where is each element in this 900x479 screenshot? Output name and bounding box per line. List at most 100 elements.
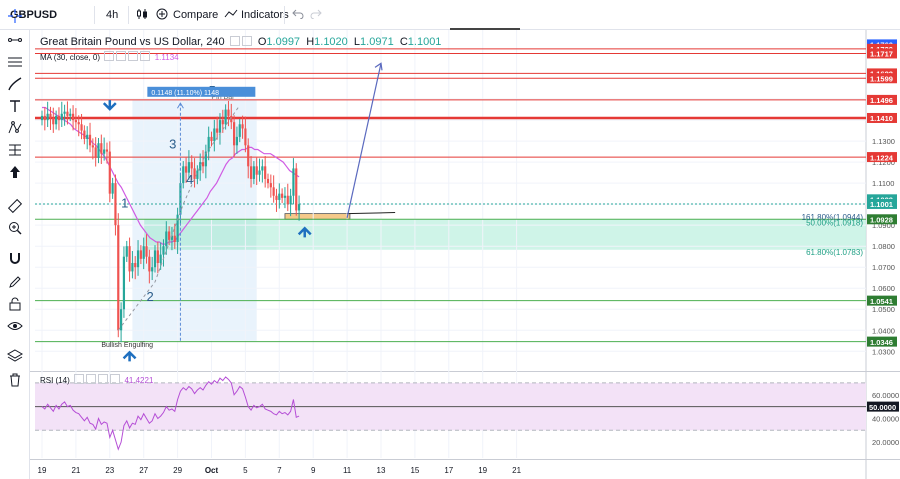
brush-icon[interactable] <box>7 76 23 92</box>
candle-body <box>207 136 210 152</box>
resistance-level-tag: 1.1599 <box>870 74 893 83</box>
candle-body <box>139 250 142 259</box>
open-value: 1.0997 <box>266 36 301 48</box>
legend-title: Great Britain Pound vs US Dollar, 240 <box>40 36 225 48</box>
candle-body <box>233 122 236 146</box>
undo-icon[interactable] <box>292 9 304 19</box>
zoom-icon[interactable] <box>7 220 23 236</box>
rsi-tick-label: 40.0000 <box>872 414 899 423</box>
compare-icon[interactable] <box>155 7 169 21</box>
compare-button[interactable]: Compare <box>173 9 219 21</box>
time-tick-label: 15 <box>410 466 419 475</box>
candle-body <box>261 166 264 171</box>
candles-icon[interactable] <box>136 8 148 20</box>
candle-body <box>168 231 171 240</box>
candle-body <box>295 168 298 211</box>
rsi-mid-tag-bg <box>867 401 899 412</box>
time-tick-label: 21 <box>71 466 80 475</box>
legend-eye-icon[interactable] <box>229 36 240 46</box>
text-icon[interactable] <box>7 98 23 114</box>
candle-body <box>100 143 103 154</box>
toolbar-divider <box>94 6 95 24</box>
time-tick-label: 11 <box>343 466 352 475</box>
candle-body <box>218 120 222 133</box>
price-tick-label: 1.0300 <box>872 347 895 356</box>
price-tick-label: 1.1100 <box>872 179 894 188</box>
symbol-label[interactable]: GBPUSD <box>10 9 58 21</box>
blue-up-arrow-icon <box>122 350 137 362</box>
rsi-settings-icon[interactable] <box>86 374 97 384</box>
prediction-icon[interactable] <box>7 142 23 158</box>
ma-label: MA (30, close, 0) <box>40 53 101 62</box>
price-tick-label: 1.0700 <box>872 263 895 272</box>
candle-body <box>269 183 272 188</box>
candle-body <box>193 168 196 179</box>
measure-label-bg <box>147 86 256 97</box>
time-tick-label: 17 <box>444 466 453 475</box>
price-level-tag: 1.1001 <box>870 200 893 209</box>
crosshair-icon[interactable] <box>7 8 23 24</box>
close-label: C <box>399 36 408 48</box>
candle-body <box>289 195 292 205</box>
time-tick-label: 9 <box>311 466 316 475</box>
candle-body <box>57 115 61 121</box>
candle-body <box>247 145 250 167</box>
rsi-more-icon[interactable] <box>110 374 121 384</box>
eye-icon[interactable] <box>7 318 23 334</box>
candle-body <box>182 166 185 184</box>
price-tick-label: 1.0900 <box>872 221 895 230</box>
ruler-icon[interactable] <box>7 198 23 214</box>
indicators-button[interactable]: Indicators <box>241 9 289 21</box>
redo-icon[interactable] <box>310 9 322 19</box>
ma-settings-icon[interactable] <box>116 51 127 61</box>
lock-icon[interactable] <box>7 296 23 312</box>
candle-body <box>249 166 253 179</box>
ma-more-icon[interactable] <box>140 51 151 61</box>
candle-body <box>297 204 301 211</box>
price-tick-label: 1.1200 <box>872 158 895 167</box>
measure-label: 0.1148 (11.10%) 1148 <box>151 90 219 97</box>
resistance-level-tag: 1.1496 <box>870 96 893 105</box>
rsi-eye-icon[interactable] <box>74 374 85 384</box>
candle-body <box>125 246 128 257</box>
projection-arrowhead <box>374 62 383 71</box>
candle-body <box>210 136 213 142</box>
trash-icon[interactable] <box>7 372 23 388</box>
layers-icon[interactable] <box>7 348 23 364</box>
candle-body <box>252 166 255 179</box>
ma-eye-icon[interactable] <box>104 51 115 61</box>
candle-body <box>204 151 207 167</box>
candle-body <box>94 147 97 158</box>
projection-arrow-line <box>346 63 382 218</box>
resistance-level-tag: 1.1224 <box>870 153 894 162</box>
magnet-icon[interactable] <box>7 250 23 266</box>
candle-body <box>43 115 46 121</box>
pencil-icon[interactable] <box>7 274 23 290</box>
time-tick-label: 19 <box>38 466 47 475</box>
ma-close-icon[interactable] <box>128 51 139 61</box>
support-level-tag: 1.0541 <box>870 297 893 306</box>
open-label: O <box>257 36 267 48</box>
rsi-close-icon[interactable] <box>98 374 109 384</box>
chart-area[interactable]: 1.15001.14001.13001.12001.11001.10001.09… <box>30 30 900 479</box>
retracement-zone-b <box>256 219 866 250</box>
legend-settings-icon[interactable] <box>241 36 252 46</box>
support-level-tag: 1.0346 <box>870 338 893 347</box>
ma-legend: MA (30, close, 0) 1.1134 <box>40 51 179 62</box>
arrow-up-icon[interactable] <box>7 164 23 180</box>
interval-button[interactable]: 4h <box>106 9 119 21</box>
candle-body <box>264 166 267 179</box>
candle-body <box>165 231 168 247</box>
support-level-tag-bg <box>867 214 897 225</box>
candle-body <box>199 162 202 171</box>
time-tick-label: 27 <box>139 466 148 475</box>
indicators-icon[interactable] <box>224 9 238 19</box>
candle-body <box>196 170 199 179</box>
support-level-tag-bg <box>867 295 897 306</box>
trend-line-icon[interactable] <box>7 32 23 48</box>
candle-body <box>153 250 157 268</box>
horizontal-lines-icon[interactable] <box>7 54 23 70</box>
pattern-icon[interactable] <box>7 120 23 136</box>
candle-body <box>80 124 83 131</box>
candle-body <box>151 267 154 272</box>
